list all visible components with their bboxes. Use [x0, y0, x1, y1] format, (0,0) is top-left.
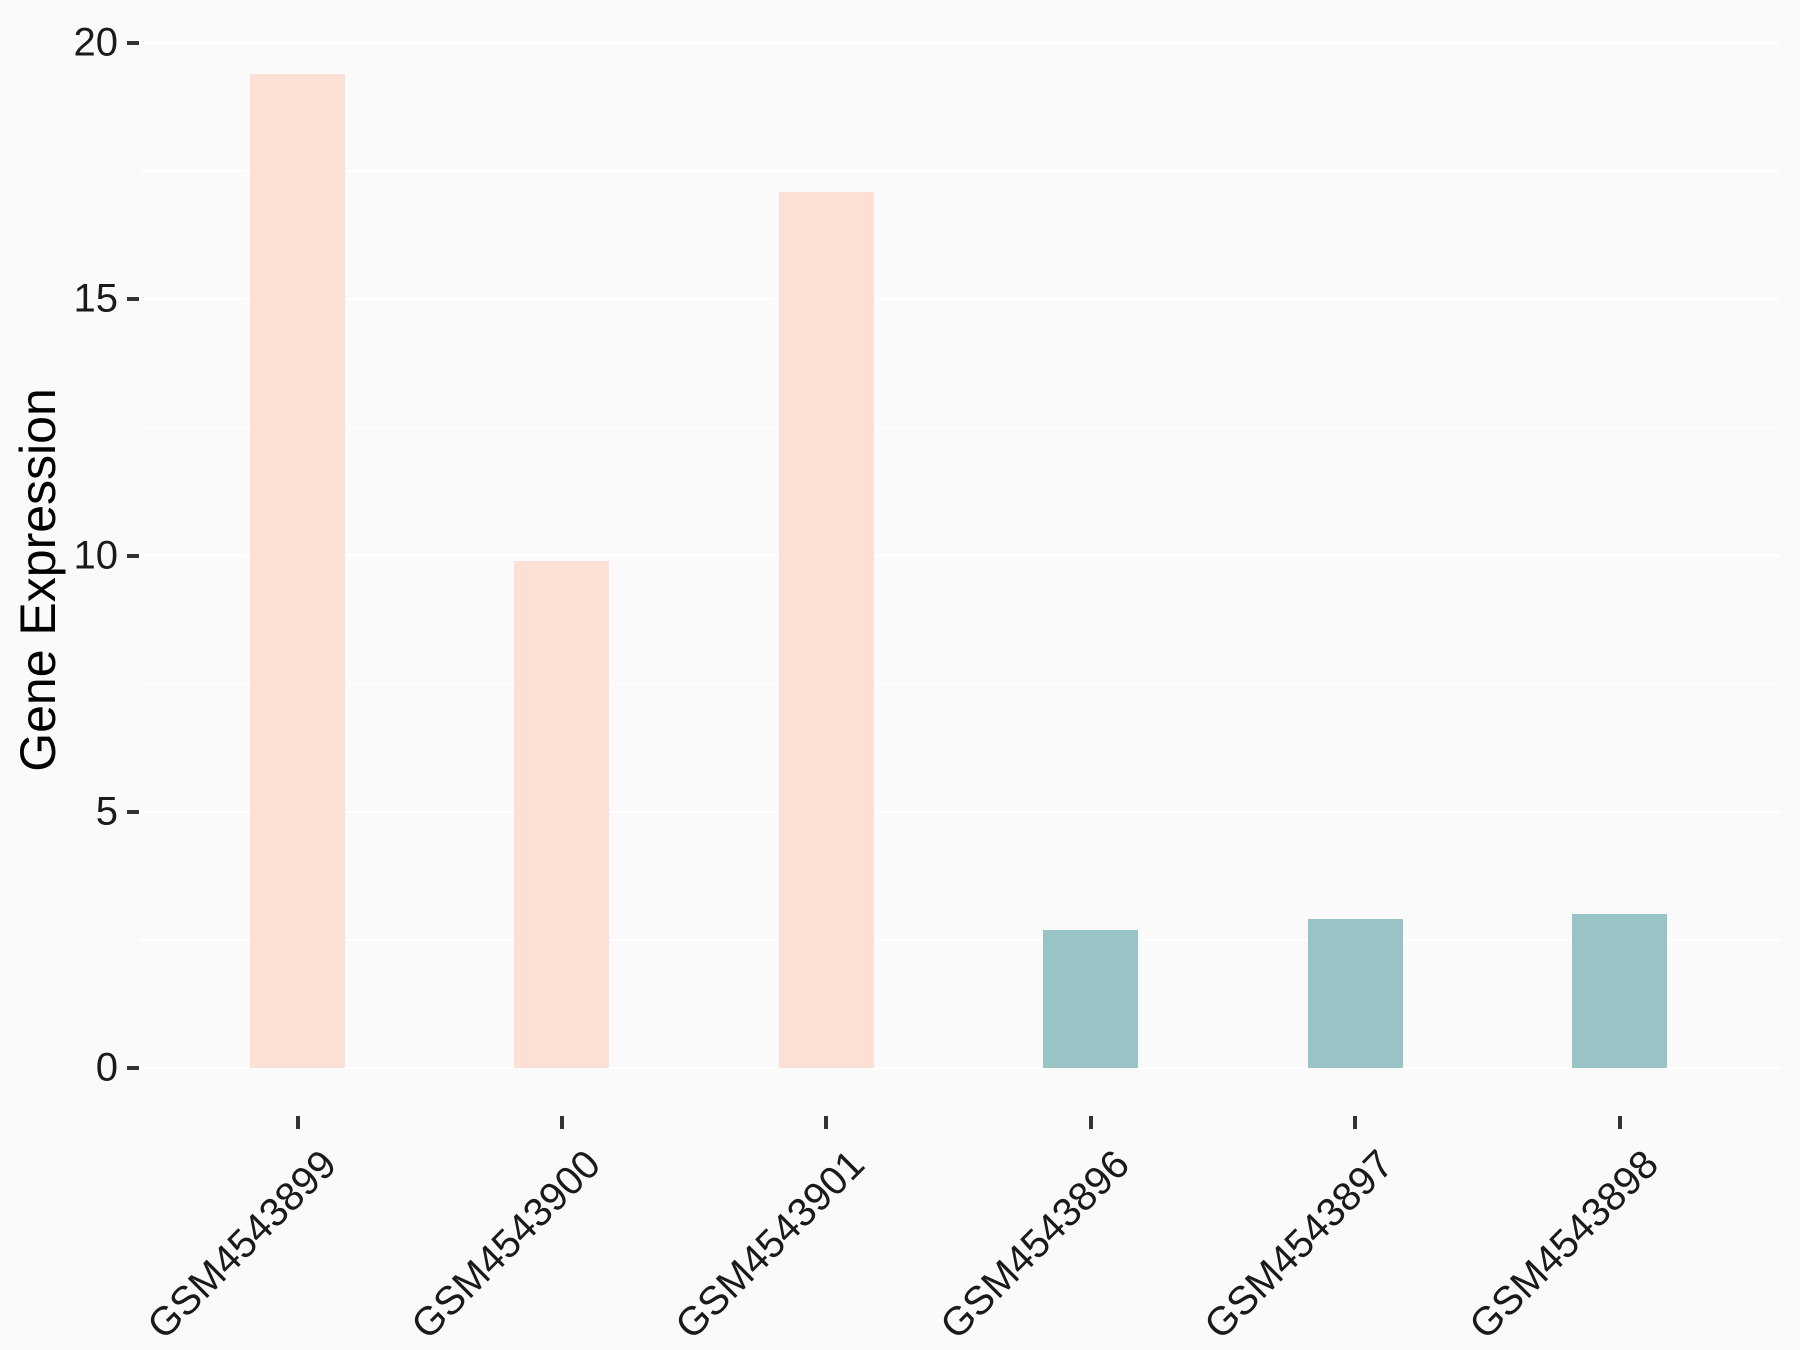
x-axis-tick	[824, 1116, 829, 1129]
x-axis-tick	[1353, 1116, 1358, 1129]
x-tick-label: GSM4543901	[667, 1142, 874, 1348]
y-tick-label: 0	[95, 1045, 118, 1090]
y-tick-label: 10	[73, 533, 119, 577]
x-tick-label: GSM4543897	[1196, 1142, 1403, 1348]
bar	[1043, 929, 1139, 1068]
x-axis-tick	[295, 1116, 300, 1129]
major-gridline	[140, 41, 1780, 45]
y-axis-tick	[127, 553, 139, 558]
major-gridline	[140, 810, 1780, 813]
minor-gridline	[140, 170, 1780, 172]
y-tick-label: 20	[73, 20, 119, 65]
major-gridline	[140, 554, 1780, 557]
bar	[1572, 914, 1667, 1068]
y-axis-tick	[127, 1066, 139, 1070]
minor-gridline	[140, 426, 1780, 429]
y-axis-tick	[127, 41, 139, 45]
minor-gridline	[140, 682, 1780, 685]
x-tick-label: GSM4543898	[1460, 1142, 1667, 1348]
y-axis-tick	[127, 809, 139, 814]
y-tick-label: 15	[73, 276, 119, 321]
major-gridline	[140, 1066, 1780, 1070]
bar	[250, 73, 345, 1068]
x-tick-label: GSM4543896	[932, 1142, 1138, 1348]
major-gridline	[140, 298, 1780, 301]
bar	[1307, 919, 1403, 1068]
x-tick-label: GSM4543899	[138, 1142, 345, 1348]
x-axis-tick	[1088, 1116, 1093, 1129]
y-tick-label: 5	[95, 789, 118, 834]
y-axis-title: Gene Expression	[10, 388, 66, 772]
x-tick-label: GSM4543900	[403, 1142, 610, 1348]
bar	[514, 560, 610, 1068]
x-axis-tick	[1617, 1116, 1622, 1129]
y-axis-tick	[127, 297, 139, 302]
x-axis-tick	[559, 1116, 564, 1129]
minor-gridline	[140, 939, 1780, 941]
bar	[778, 191, 874, 1068]
